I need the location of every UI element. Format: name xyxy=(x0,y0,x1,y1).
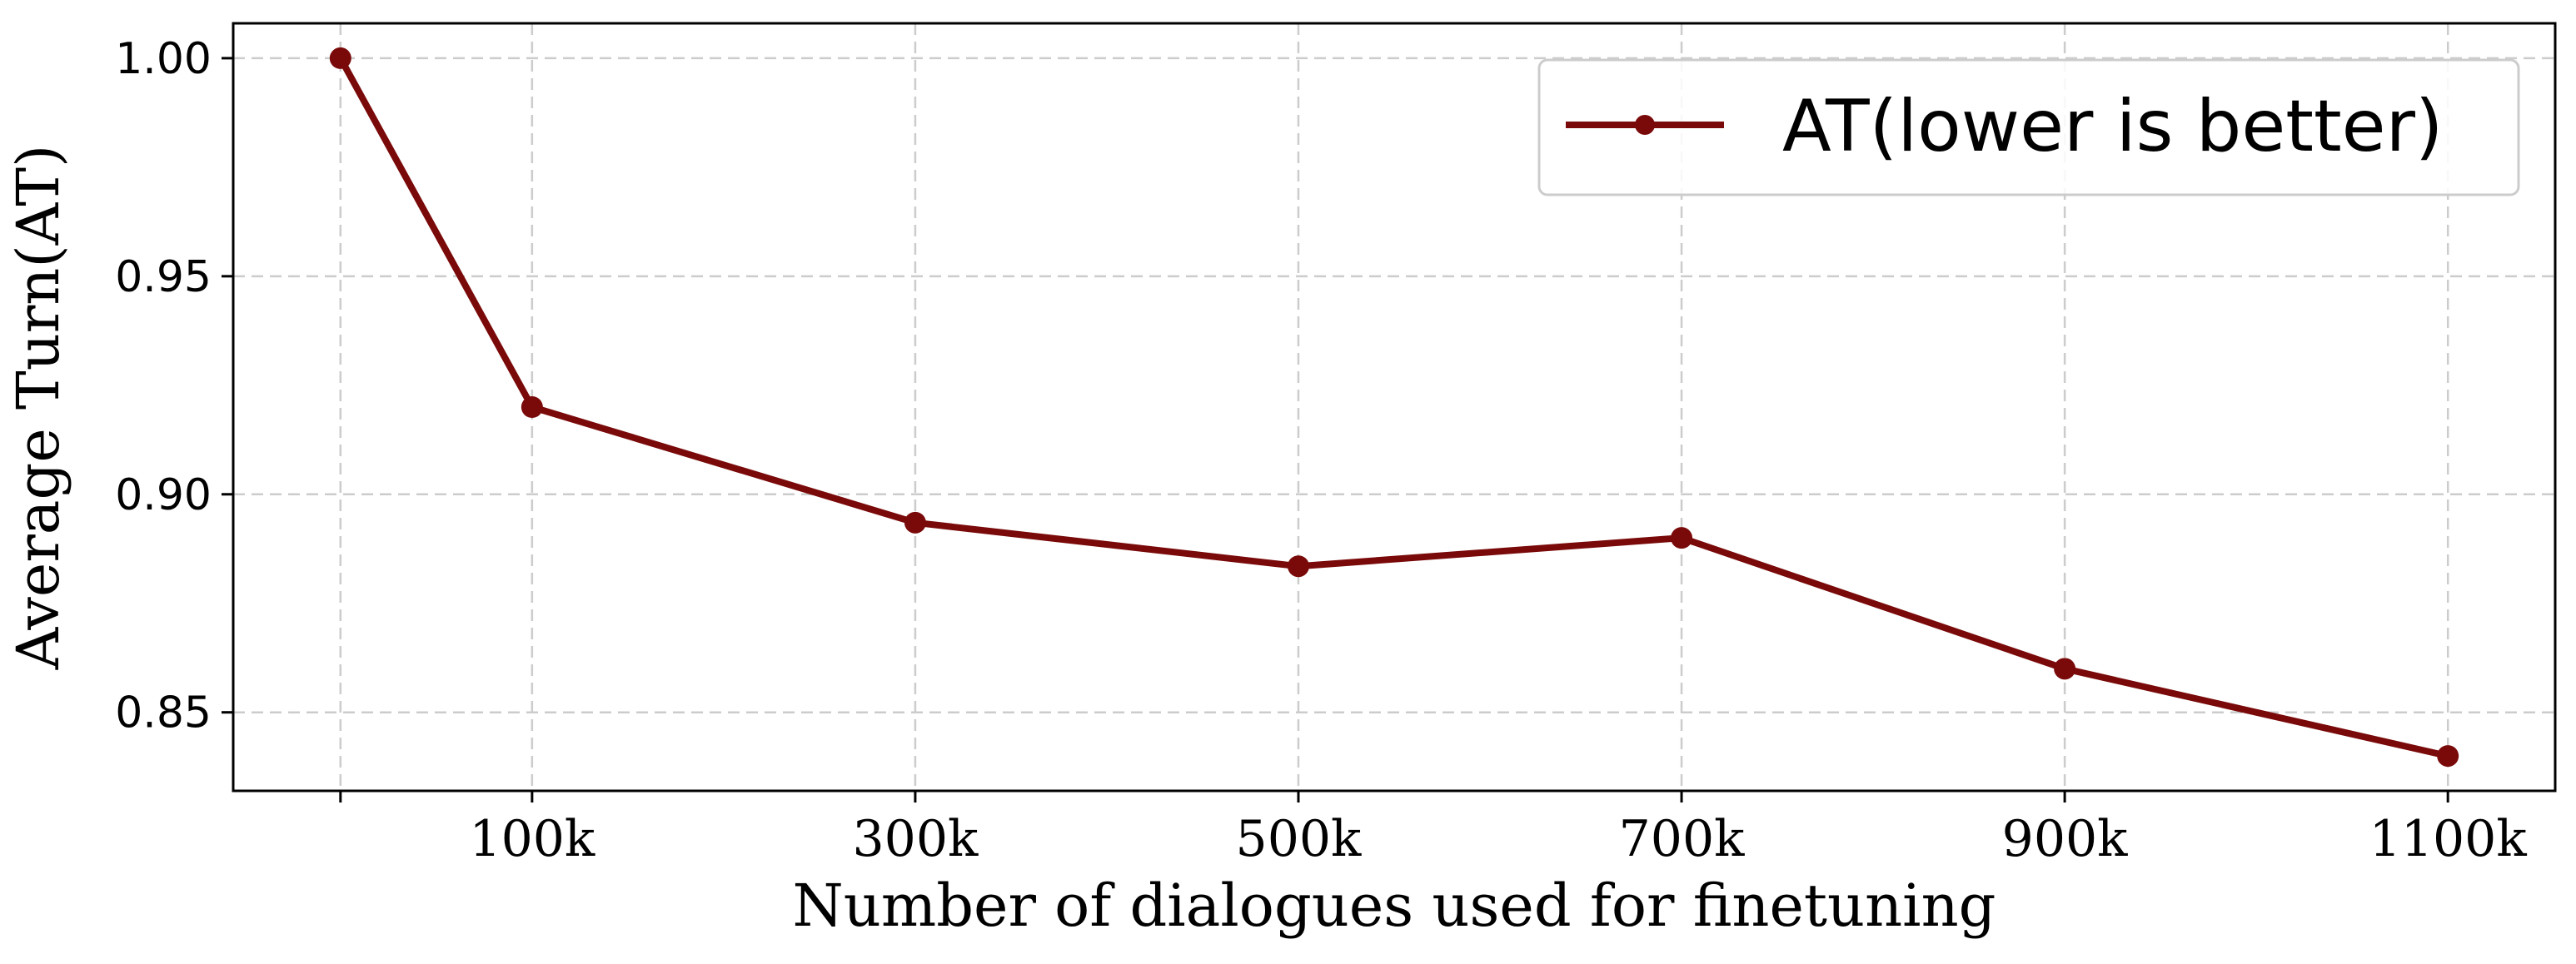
x-tick-label: 500k xyxy=(1236,810,1363,868)
grid-lines xyxy=(233,23,2555,791)
y-axis-label: Average Turn(AT) xyxy=(4,145,72,671)
x-tick-label: 100k xyxy=(469,810,595,868)
y-tick-label: 0.85 xyxy=(115,688,212,738)
data-point xyxy=(2437,745,2459,768)
y-tick-label: 1.00 xyxy=(115,34,212,84)
x-tick-label: 300k xyxy=(852,810,979,868)
data-point xyxy=(904,511,926,534)
legend: AT(lower is better) xyxy=(1537,58,2520,196)
data-point xyxy=(521,396,543,418)
x-axis: 100k 300k 500k 700k 900k 1100k xyxy=(339,791,2528,868)
data-point xyxy=(1287,555,1309,578)
x-axis-label: Number of dialogues used for finetuning xyxy=(793,872,1996,940)
series-layer xyxy=(329,47,2459,768)
data-point xyxy=(2054,658,2076,680)
data-point xyxy=(329,47,351,69)
y-tick-label: 0.90 xyxy=(115,470,212,520)
y-axis: 0.85 0.90 0.95 1.00 xyxy=(115,34,233,738)
y-tick-label: 0.95 xyxy=(115,252,212,302)
legend-marker xyxy=(1635,115,1655,135)
data-point xyxy=(1671,527,1693,549)
plot-frame xyxy=(232,22,2557,793)
x-tick-label: 1100k xyxy=(2369,810,2528,868)
legend-box xyxy=(1537,58,2520,196)
legend-label: AT(lower is better) xyxy=(1782,85,2443,168)
x-tick-label: 900k xyxy=(2002,810,2129,868)
x-tick-label: 700k xyxy=(1619,810,1746,868)
